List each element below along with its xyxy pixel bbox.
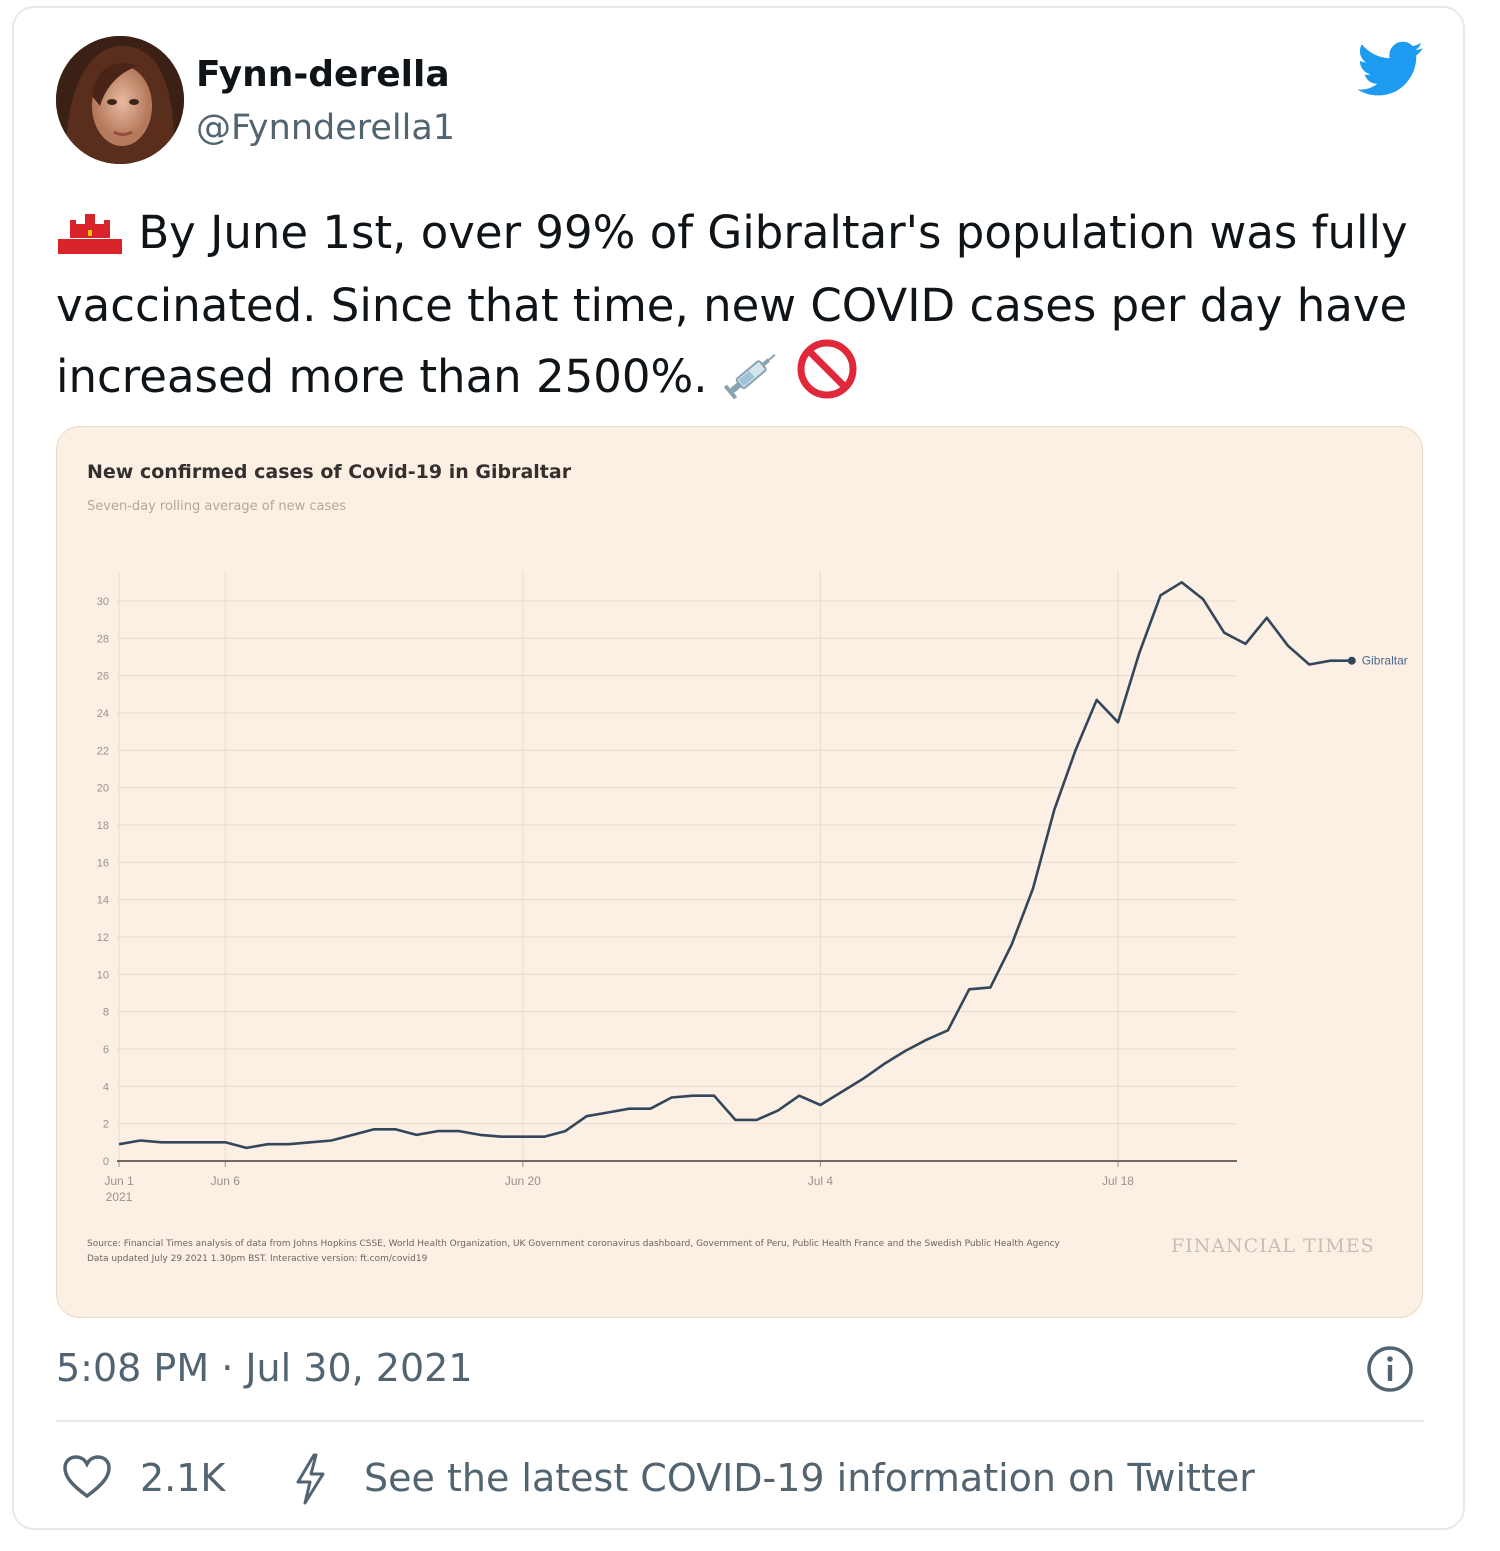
- syringe-icon: [722, 348, 782, 417]
- y-tick-label: 4: [103, 1081, 109, 1093]
- x-tick-label: Jun 20: [505, 1174, 541, 1188]
- x-tick-sublabel: 2021: [106, 1190, 133, 1204]
- tweet-text: By June 1st, over 99% of Gibraltar's pop…: [56, 200, 1436, 417]
- y-tick-label: 18: [97, 820, 109, 832]
- x-tick-label: Jun 6: [211, 1174, 241, 1188]
- series-line-gibraltar: [118, 581, 1352, 1150]
- y-tick-label: 8: [103, 1007, 109, 1019]
- chart-source: Source: Financial Times analysis of data…: [87, 1237, 1167, 1267]
- y-tick-label: 14: [97, 895, 109, 907]
- chart-source-line: Source: Financial Times analysis of data…: [87, 1239, 1060, 1249]
- tweet-body: By June 1st, over 99% of Gibraltar's pop…: [56, 206, 1408, 403]
- y-tick-label: 12: [97, 932, 109, 944]
- chart-title: New confirmed cases of Covid-19 in Gibra…: [87, 461, 572, 483]
- user-handle[interactable]: @Fynnderella1: [196, 108, 456, 148]
- y-tick-label: 6: [103, 1044, 109, 1056]
- heart-icon[interactable]: [62, 1454, 112, 1500]
- covid-info-link[interactable]: See the latest COVID-19 information on T…: [364, 1456, 1255, 1500]
- x-tick-label: Jun 1: [104, 1174, 134, 1188]
- info-icon[interactable]: [1366, 1345, 1414, 1393]
- y-tick-label: 24: [97, 708, 109, 720]
- y-tick-label: 2: [103, 1119, 109, 1131]
- prohibited-icon: [796, 338, 858, 417]
- series-end-point: [1347, 656, 1356, 665]
- gibraltar-flag-icon: [56, 208, 124, 273]
- avatar[interactable]: [56, 36, 184, 164]
- display-name[interactable]: Fynn-derella: [196, 54, 450, 95]
- chart-subtitle: Seven-day rolling average of new cases: [87, 499, 347, 514]
- y-tick-label: 0: [103, 1156, 109, 1168]
- ft-logo: FINANCIAL TIMES: [1171, 1235, 1375, 1257]
- twitter-bird-icon[interactable]: [1358, 40, 1424, 98]
- chart-updated-line: Data updated July 29 2021 1.30pm BST. In…: [87, 1254, 428, 1264]
- y-tick-label: 10: [97, 969, 109, 981]
- tweet-timestamp[interactable]: 5:08 PM · Jul 30, 2021: [56, 1346, 473, 1390]
- chart-image[interactable]: New confirmed cases of Covid-19 in Gibra…: [56, 426, 1423, 1318]
- y-tick-label: 30: [97, 596, 109, 608]
- x-tick-label: Jul 18: [1102, 1174, 1134, 1188]
- y-tick-label: 28: [97, 633, 109, 645]
- y-tick-label: 16: [97, 857, 109, 869]
- avatar-image: [56, 36, 184, 164]
- y-tick-label: 26: [97, 671, 109, 683]
- x-tick-label: Jul 4: [808, 1174, 834, 1188]
- y-tick-label: 20: [97, 783, 109, 795]
- like-count[interactable]: 2.1K: [140, 1456, 226, 1500]
- divider: [56, 1420, 1424, 1422]
- series-label: Gibraltar: [1362, 654, 1408, 668]
- lightning-icon[interactable]: [290, 1452, 330, 1506]
- y-tick-label: 22: [97, 745, 109, 757]
